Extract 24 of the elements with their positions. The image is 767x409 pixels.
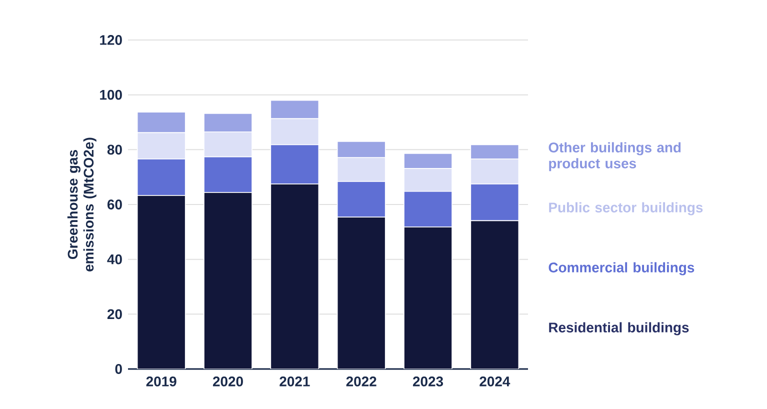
y-tick-label: 0 (115, 364, 122, 374)
bar (336, 216, 386, 369)
x-tick-label: 2023 (412, 376, 444, 386)
text: Residential buildings (549, 322, 689, 336)
y-tick-label: 40 (107, 254, 122, 264)
text: Commercial buildings (548, 262, 694, 276)
x-tick-label: 2019 (146, 376, 176, 386)
x-tick-label: 2022 (346, 376, 376, 386)
bar (136, 195, 186, 369)
bar (204, 192, 252, 369)
y-axis-title: Greenhouse gas emissions (MtCO2e) (67, 138, 96, 272)
text: Other buildings and product uses (548, 142, 681, 172)
y-tick-label: 20 (107, 309, 122, 320)
text: Public sector buildings (549, 202, 703, 216)
x-tick-label: 2024 (480, 376, 510, 386)
bar (470, 220, 520, 369)
y-tick-label: 120 (100, 35, 122, 45)
y-tick-label: 80 (107, 144, 122, 155)
y-tick-label: 60 (107, 200, 122, 210)
bar (270, 184, 320, 369)
y-tick-label: 100 (100, 90, 122, 100)
bar (404, 226, 452, 369)
x-tick-label: 2021 (280, 376, 310, 386)
x-tick-label: 2020 (212, 376, 243, 386)
